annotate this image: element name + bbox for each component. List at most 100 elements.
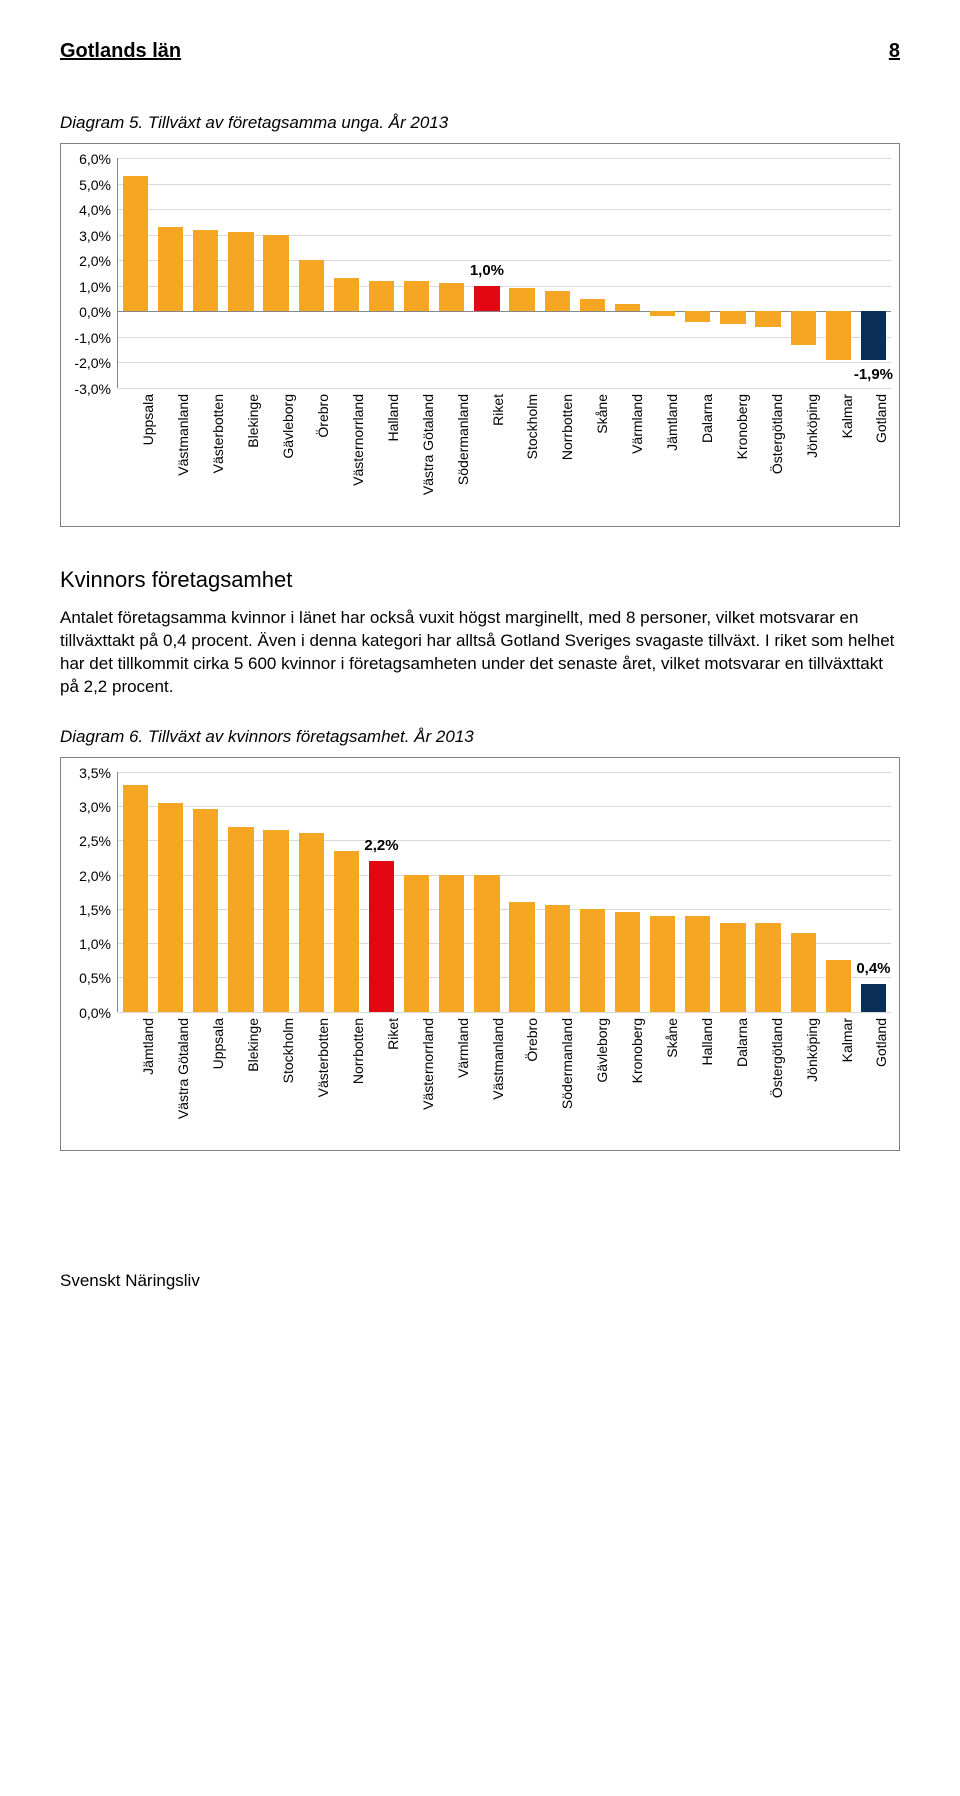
x-label-slot: Västerbotten [298,1012,333,1142]
bar [861,311,886,360]
y-tick-label: -1,0% [74,330,111,346]
x-label: Uppsala [210,1018,226,1069]
x-label-slot: Uppsala [123,388,158,518]
x-label-slot: Stockholm [507,388,542,518]
bar [299,833,324,1011]
footer: Svenskt Näringsliv [60,1271,900,1291]
bar-slot [786,158,821,388]
y-tick-label: 1,0% [79,936,111,952]
bar [826,311,851,360]
x-label: Kalmar [839,1018,855,1062]
value-annotation: 2,2% [364,837,398,854]
bar [369,281,394,312]
bar-slot [751,772,786,1012]
bar [580,299,605,312]
bar [545,905,570,1011]
bar-slot [856,158,891,388]
bar [334,278,359,311]
bar-slot [188,772,223,1012]
x-label-slot: Halland [367,388,402,518]
x-label: Norrbotten [350,1018,366,1084]
x-label: Västra Götaland [175,1018,191,1119]
x-label-slot: Jönköping [786,388,821,518]
bar-slot [223,158,258,388]
bar [299,260,324,311]
x-label-slot: Västernorrland [332,388,367,518]
bar-slot [505,158,540,388]
bar [720,923,745,1012]
x-label-slot: Kalmar [821,1012,856,1142]
x-label-slot: Västmanland [158,388,193,518]
x-label-slot: Jämtland [123,1012,158,1142]
bar-slot [259,772,294,1012]
y-tick-label: 2,0% [79,868,111,884]
chart2: 3,5%3,0%2,5%2,0%1,5%1,0%0,5%0,0%2,2%0,4%… [60,757,900,1151]
bar [509,288,534,311]
plot-area: 1,0%-1,9% [117,158,891,388]
y-tick-label: 4,0% [79,202,111,218]
bar-slot [259,158,294,388]
x-label: Örebro [524,1018,540,1062]
section-heading: Kvinnors företagsamhet [60,567,900,593]
x-label-slot: Gävleborg [263,388,298,518]
x-label: Södermanland [559,1018,575,1109]
value-annotation: 1,0% [470,262,504,279]
bar [369,861,394,1012]
bar-slot [434,158,469,388]
bar [158,803,183,1012]
x-label: Västernorrland [350,394,366,486]
bar [228,232,253,311]
bar-slot [153,772,188,1012]
x-label-slot: Blekinge [228,388,263,518]
x-label-slot: Örebro [507,1012,542,1142]
x-label: Södermanland [455,394,471,485]
x-label: Blekinge [245,1018,261,1072]
bar-slot [540,158,575,388]
x-label-slot: Östergötland [751,1012,786,1142]
x-label: Västerbotten [210,394,226,473]
x-label-slot: Dalarna [682,388,717,518]
x-label: Halland [699,1018,715,1065]
x-label: Stockholm [524,394,540,459]
x-label: Skåne [664,1018,680,1058]
x-label-slot: Värmland [437,1012,472,1142]
bar-slot [399,772,434,1012]
bar [861,984,886,1011]
bar [545,291,570,311]
x-label-slot: Skåne [577,388,612,518]
x-label-slot: Södermanland [542,1012,577,1142]
y-tick-label: 6,0% [79,151,111,167]
x-label: Västmanland [175,394,191,476]
x-label: Norrbotten [559,394,575,460]
y-tick-label: 3,0% [79,228,111,244]
bar-slot [118,772,153,1012]
bar-slot [294,158,329,388]
bar-slot [118,158,153,388]
bar [193,230,218,312]
x-label-slot: Gävleborg [577,1012,612,1142]
header-right: 8 [889,40,900,63]
x-label: Halland [385,394,401,441]
bar-slot [434,772,469,1012]
x-label: Uppsala [140,394,156,445]
x-label: Gävleborg [594,1018,610,1083]
y-tick-label: -3,0% [74,381,111,397]
x-label-slot: Riket [472,388,507,518]
bar-slot [821,772,856,1012]
y-tick-label: 0,0% [79,1005,111,1021]
x-label: Jönköping [804,1018,820,1082]
bar [404,875,429,1012]
bar [755,311,780,326]
bar [123,785,148,1011]
x-label: Värmland [629,394,645,454]
x-label-slot: Södermanland [437,388,472,518]
x-label: Västra Götaland [420,394,436,495]
x-label-slot: Västerbotten [193,388,228,518]
x-label: Skåne [594,394,610,434]
bar-slot [715,772,750,1012]
y-tick-label: 1,0% [79,279,111,295]
x-label: Stockholm [280,1018,296,1083]
bar [615,304,640,312]
x-label: Riket [490,394,506,426]
plot-area: 2,2%0,4% [117,772,891,1012]
